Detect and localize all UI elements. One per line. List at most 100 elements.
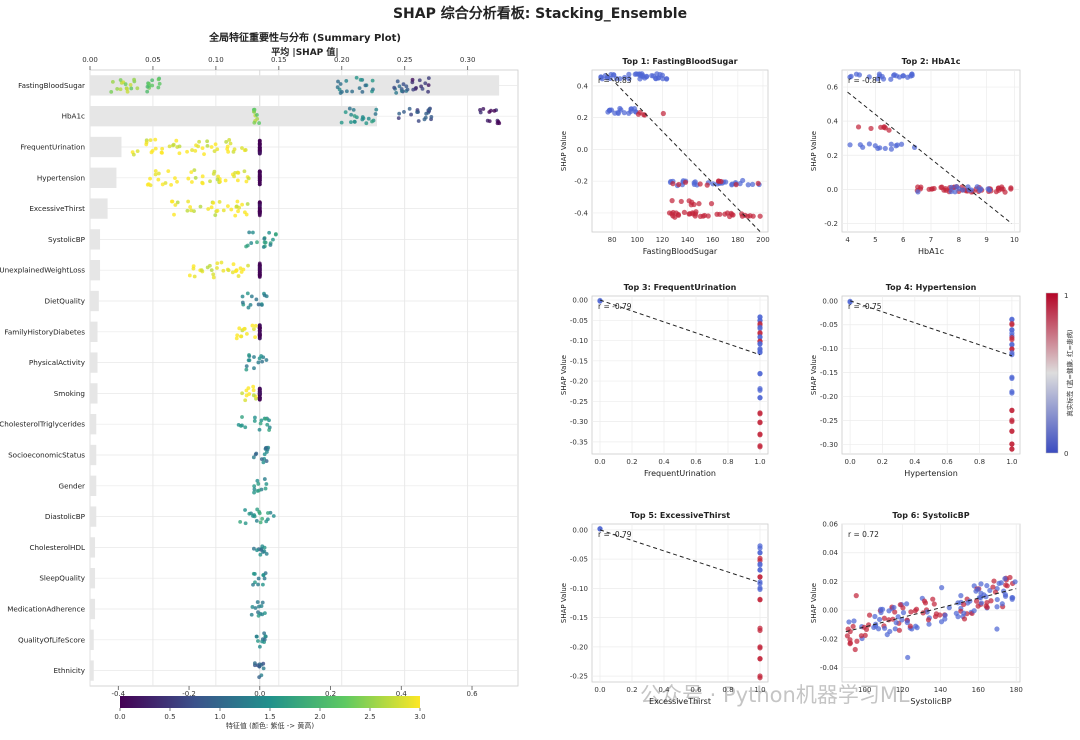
dependence-point [757,545,763,551]
dependence-point [854,638,860,644]
dependence-point [892,626,898,632]
shap-point [257,675,262,680]
feature-label: QualityOfLifeScore [18,635,86,644]
dependence-point [958,593,964,599]
dependence-point [932,613,939,620]
shap-point [257,604,261,609]
dependence-point [971,608,977,614]
shap-point [258,421,263,426]
importance-bar [90,383,98,404]
shap-point [267,418,271,423]
dependence-point [880,76,887,82]
correlation-annotation: r = -0.83 [598,76,632,85]
shap-point [244,364,249,369]
dependence-point [660,110,666,117]
x-tick-label: 1.0 [754,458,765,466]
shap-point [254,518,259,523]
dependence-point [757,574,763,580]
shap-point [354,75,359,80]
feature-label: DiastolicBP [45,512,86,521]
x-tick-label: 0.0 [845,458,856,466]
shap-point [360,117,365,122]
y-axis-label: SHAP Value [810,355,818,395]
trend-line [849,300,1013,357]
shap-point [249,612,254,617]
feature-label: FastingBloodSugar [18,81,85,90]
importance-bar [90,629,94,650]
shap-point [257,169,262,174]
summary-top-tick-label: 0.30 [460,56,476,64]
shap-point [349,120,353,124]
shap-point [221,268,226,273]
dependence-point [850,623,856,630]
dependence-point [757,395,763,401]
dependence-point [1002,189,1008,195]
shap-point [252,484,257,489]
dependence-point [920,610,926,616]
importance-bar [90,568,96,589]
label-colorbar-tick-0: 0 [1064,450,1068,458]
shap-point [175,179,179,184]
shap-point [128,83,133,87]
dependence-point [755,180,761,187]
dependence-point [942,616,948,622]
dependence-point [749,181,756,187]
dependence-point [968,187,974,193]
shap-point [422,117,427,122]
dependence-point [737,181,743,187]
dependence-point [689,199,695,205]
shap-point [487,119,492,124]
dependence-point [998,580,1004,586]
shap-point [215,177,220,182]
shap-point [257,150,262,155]
dependence-point [757,341,763,347]
dependence-point [948,184,954,191]
dependence-point [988,598,994,604]
dependence-point [872,143,878,149]
summary-top-tick-label: 0.00 [82,56,98,64]
x-tick-label: 1.0 [1006,458,1017,466]
feature-label: FrequentUrination [20,143,85,152]
shap-point [409,112,413,117]
dependence-point [931,185,937,192]
dependence-point [912,608,918,614]
summary-bottom-tick-label: 0.2 [325,690,336,698]
shap-point [215,266,219,270]
shap-point [246,176,251,181]
trend-line [599,529,761,583]
shap-point [414,85,418,90]
shap-point [156,85,161,90]
shap-point [231,262,236,267]
shap-point [360,90,365,94]
shap-point [249,241,254,245]
dependence-point [757,324,763,330]
dependence-title: Top 2: HbA1c [902,57,961,66]
shap-point [236,209,240,214]
shap-point [172,212,176,217]
x-tick-label: 6 [901,236,906,244]
dependence-point [986,187,993,193]
shap-point [350,89,355,94]
feature-label: UnexplainedWeightLoss [0,266,85,275]
shap-point [492,108,497,113]
dependence-point [598,74,604,80]
shap-point [338,82,343,86]
x-tick-label: 200 [756,236,769,244]
dependence-point [757,443,763,449]
shap-point [399,89,404,94]
dependence-point [937,612,943,618]
shap-point [115,87,120,91]
shap-point [257,200,262,205]
dependence-point [692,213,698,219]
shap-point [213,213,218,218]
shap-point [256,360,261,365]
dependence-point [757,581,763,587]
dependence-point [931,601,937,607]
shap-point [257,274,262,278]
shap-point [478,108,482,112]
dependence-point [888,146,895,152]
shap-point [426,89,430,94]
shap-point [217,200,222,204]
shap-point [186,176,191,181]
shap-point [244,388,249,393]
